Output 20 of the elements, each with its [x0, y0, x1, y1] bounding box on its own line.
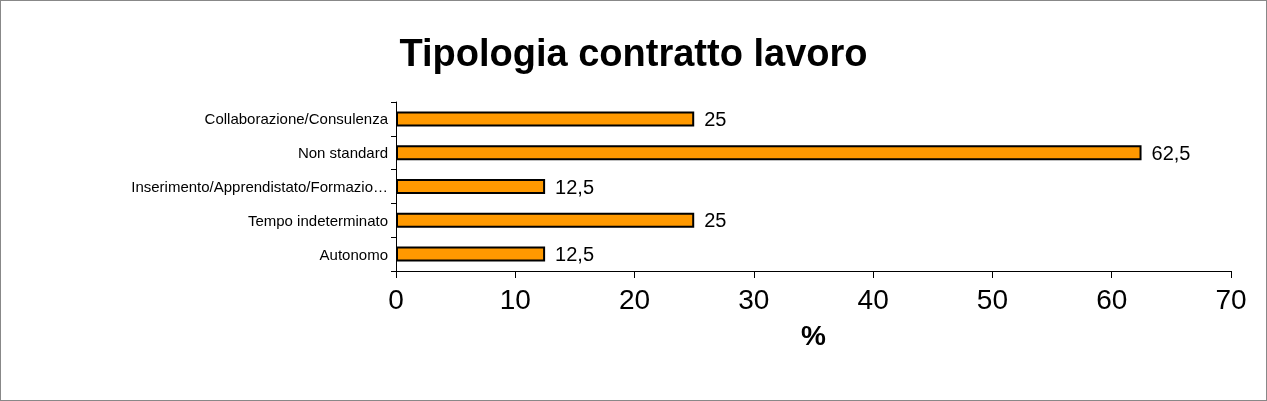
x-axis-title: % — [801, 319, 827, 351]
y-tick-label: Inserimento/Apprendistato/Formazio… — [131, 178, 388, 195]
y-tick-label: Collaborazione/Consulenza — [204, 110, 389, 128]
y-tick-label: Tempo indeterminato — [247, 211, 388, 229]
x-tick-label: 20 — [618, 283, 651, 315]
x-tick-label: 30 — [738, 283, 770, 315]
chart-title: Tipologia contratto lavoro — [399, 32, 868, 74]
data-label: 62,5 — [1151, 141, 1191, 164]
x-tick-label: 50 — [976, 283, 1009, 315]
data-label: 25 — [704, 209, 727, 232]
x-tick-label: 0 — [388, 283, 404, 315]
x-tick-label: 40 — [857, 283, 889, 315]
data-label: 12,5 — [555, 243, 595, 266]
x-tick-label: 10 — [499, 283, 531, 315]
x-tick-label: 60 — [1096, 283, 1128, 315]
y-tick-label: Non standard — [297, 144, 388, 162]
data-label: 25 — [704, 107, 727, 130]
data-label: 12,5 — [555, 175, 595, 198]
x-tick-label: 70 — [1215, 283, 1247, 315]
y-tick-label: Autonomo — [319, 245, 388, 263]
